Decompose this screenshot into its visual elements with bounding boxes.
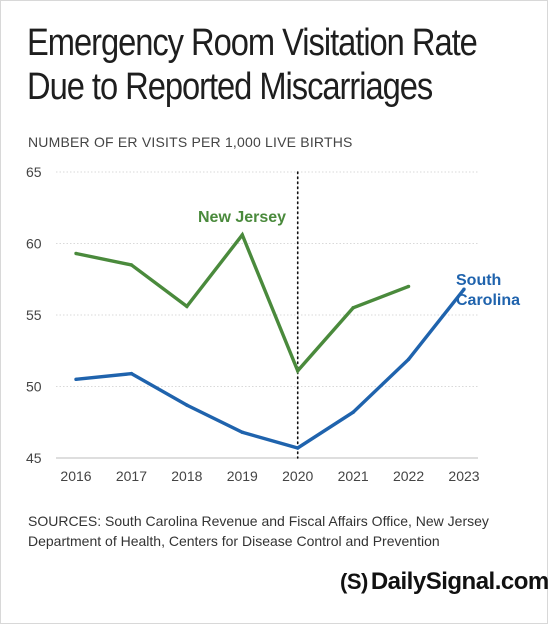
series-label-line: South [456, 272, 501, 289]
y-tick-label: 45 [26, 450, 42, 466]
data-point-new-jersey [296, 369, 300, 373]
data-point-south-carolina [462, 287, 466, 291]
x-tick-label: 2019 [227, 468, 258, 484]
daily-signal-logo-icon: (S) [340, 569, 368, 594]
data-point-south-carolina [406, 357, 411, 362]
sources-note: SOURCES: South Carolina Revenue and Fisc… [28, 513, 489, 549]
y-tick-label: 55 [26, 307, 42, 323]
x-tick-label: 2020 [282, 468, 313, 484]
data-point-new-jersey [185, 304, 189, 309]
data-point-new-jersey [129, 263, 134, 267]
data-point-south-carolina [129, 371, 134, 376]
title-line-2: Due to Reported Miscarriages [27, 66, 433, 108]
y-tick-label: 50 [26, 379, 42, 395]
x-tick-label: 2022 [393, 468, 424, 484]
data-point-new-jersey [240, 233, 244, 237]
data-point-new-jersey [406, 284, 411, 289]
series-label-line: New Jersey [198, 209, 286, 226]
data-point-new-jersey [351, 306, 355, 310]
chart-title: Emergency Room Visitation Rate Due to Re… [27, 22, 478, 110]
x-tick-label: 2021 [338, 468, 369, 484]
line-chart: 45 50 55 60 65 2016 2017 2018 2019 2020 2021 2022 20… [26, 164, 520, 484]
data-point-south-carolina [74, 377, 78, 382]
y-tick-label: 65 [26, 164, 42, 180]
y-tick-label: 60 [26, 236, 42, 252]
data-point-new-jersey [74, 251, 78, 256]
x-tick-label: 2016 [60, 468, 91, 484]
series-label: South Carolina [456, 272, 520, 309]
chart-subtitle: NUMBER OF ER VISITS PER 1,000 LIVE BIRTH… [28, 134, 353, 150]
x-tick-label: 2023 [448, 468, 479, 484]
data-point-south-carolina [240, 430, 244, 434]
data-point-south-carolina [296, 446, 300, 450]
series-label-line: Carolina [456, 292, 520, 309]
x-tick-label: 2018 [171, 468, 202, 484]
brand-logo: (S) DailySignal.com [340, 568, 548, 596]
data-point-south-carolina [351, 410, 355, 414]
brand-name: DailySignal.com [370, 568, 548, 595]
title-line-1: Emergency Room Visitation Rate [27, 22, 478, 64]
series-line-new-jersey [75, 231, 410, 374]
series-line-south-carolina [75, 288, 466, 450]
series-label: New Jersey [198, 209, 286, 226]
data-point-south-carolina [185, 403, 189, 407]
x-tick-label: 2017 [116, 468, 147, 484]
